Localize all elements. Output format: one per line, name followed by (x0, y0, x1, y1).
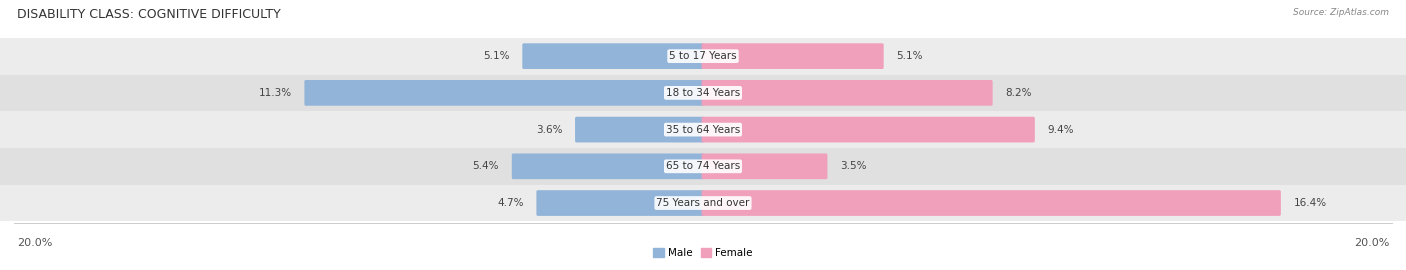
Text: 11.3%: 11.3% (259, 88, 292, 98)
FancyBboxPatch shape (304, 80, 704, 106)
FancyBboxPatch shape (702, 190, 1281, 216)
FancyBboxPatch shape (0, 185, 1406, 221)
FancyBboxPatch shape (702, 153, 827, 179)
Text: Source: ZipAtlas.com: Source: ZipAtlas.com (1294, 8, 1389, 17)
Text: 16.4%: 16.4% (1294, 198, 1327, 208)
FancyBboxPatch shape (0, 38, 1406, 75)
FancyBboxPatch shape (537, 190, 704, 216)
FancyBboxPatch shape (512, 153, 704, 179)
FancyBboxPatch shape (0, 111, 1406, 148)
Text: 4.7%: 4.7% (498, 198, 524, 208)
Text: 5 to 17 Years: 5 to 17 Years (669, 51, 737, 61)
Text: 3.5%: 3.5% (841, 161, 866, 171)
FancyBboxPatch shape (523, 43, 704, 69)
Legend: Male, Female: Male, Female (650, 244, 756, 262)
Text: 20.0%: 20.0% (17, 238, 52, 248)
Text: 3.6%: 3.6% (536, 124, 562, 135)
FancyBboxPatch shape (575, 117, 704, 143)
Text: 75 Years and over: 75 Years and over (657, 198, 749, 208)
Text: 5.1%: 5.1% (897, 51, 922, 61)
Text: 18 to 34 Years: 18 to 34 Years (666, 88, 740, 98)
Text: 20.0%: 20.0% (1354, 238, 1389, 248)
Text: 8.2%: 8.2% (1005, 88, 1032, 98)
FancyBboxPatch shape (702, 80, 993, 106)
FancyBboxPatch shape (0, 148, 1406, 185)
FancyBboxPatch shape (702, 43, 884, 69)
Text: 65 to 74 Years: 65 to 74 Years (666, 161, 740, 171)
Text: 35 to 64 Years: 35 to 64 Years (666, 124, 740, 135)
FancyBboxPatch shape (702, 117, 1035, 143)
FancyBboxPatch shape (0, 75, 1406, 111)
Text: DISABILITY CLASS: COGNITIVE DIFFICULTY: DISABILITY CLASS: COGNITIVE DIFFICULTY (17, 8, 281, 21)
Text: 5.4%: 5.4% (472, 161, 499, 171)
Text: 5.1%: 5.1% (484, 51, 510, 61)
Text: 9.4%: 9.4% (1047, 124, 1074, 135)
